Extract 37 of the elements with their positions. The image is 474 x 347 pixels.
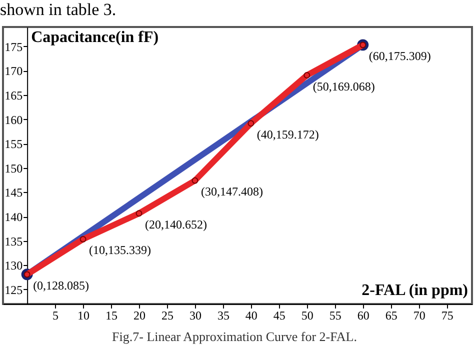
annotation: (10,135.339): [89, 243, 152, 258]
caption: Fig.7- Linear Approximation Curve for 2-FAL.: [112, 329, 357, 344]
annotation: (50,169.068): [312, 79, 375, 94]
y-tick-label: 150: [4, 161, 23, 176]
x-tick-label: 30: [189, 308, 202, 322]
y-tick-label: 130: [4, 258, 23, 273]
x-tick-label: 25: [161, 308, 174, 322]
x-tick-label: 15: [106, 308, 118, 322]
text: shown in table 3.: [0, 0, 116, 19]
x-tick-label: 5: [52, 308, 59, 322]
annotation: (60,175.309): [368, 48, 431, 63]
annotation: (0,128.085): [33, 278, 90, 292]
annotation: (30,147.408): [200, 184, 263, 199]
x-tick-label: 35: [217, 308, 230, 322]
x-tick-label: 75: [441, 308, 454, 322]
x-tick-label: 65: [385, 308, 398, 322]
y-tick-label: 155: [4, 137, 23, 152]
x-tick-label: 50: [301, 308, 314, 322]
y-tick-label: 165: [4, 88, 23, 103]
y-tick-label: 140: [4, 210, 23, 224]
annotation: (20,140.652): [145, 217, 207, 232]
x-tick-label: 40: [245, 308, 258, 322]
y-tick-label: 145: [4, 186, 23, 200]
y-tick-label: 160: [4, 112, 23, 127]
x-tick-label: 55: [329, 308, 342, 322]
x-tick-label: 20: [134, 308, 146, 322]
x-tick-label: 70: [413, 308, 426, 322]
annotation: (40,159.172): [256, 127, 319, 142]
y-tick-label: 135: [4, 234, 23, 248]
y-tick-label: 170: [4, 64, 23, 78]
y-axis-title: Capacitance(in fF): [31, 29, 159, 46]
x-tick-label: 60: [357, 308, 370, 322]
y-tick-label: 125: [4, 282, 23, 297]
x-tick-label: 10: [78, 308, 90, 322]
x-tick-label: 45: [273, 308, 286, 322]
x-axis-title: 2-FAL (in ppm): [362, 282, 468, 299]
y-tick-label: 175: [4, 40, 23, 54]
